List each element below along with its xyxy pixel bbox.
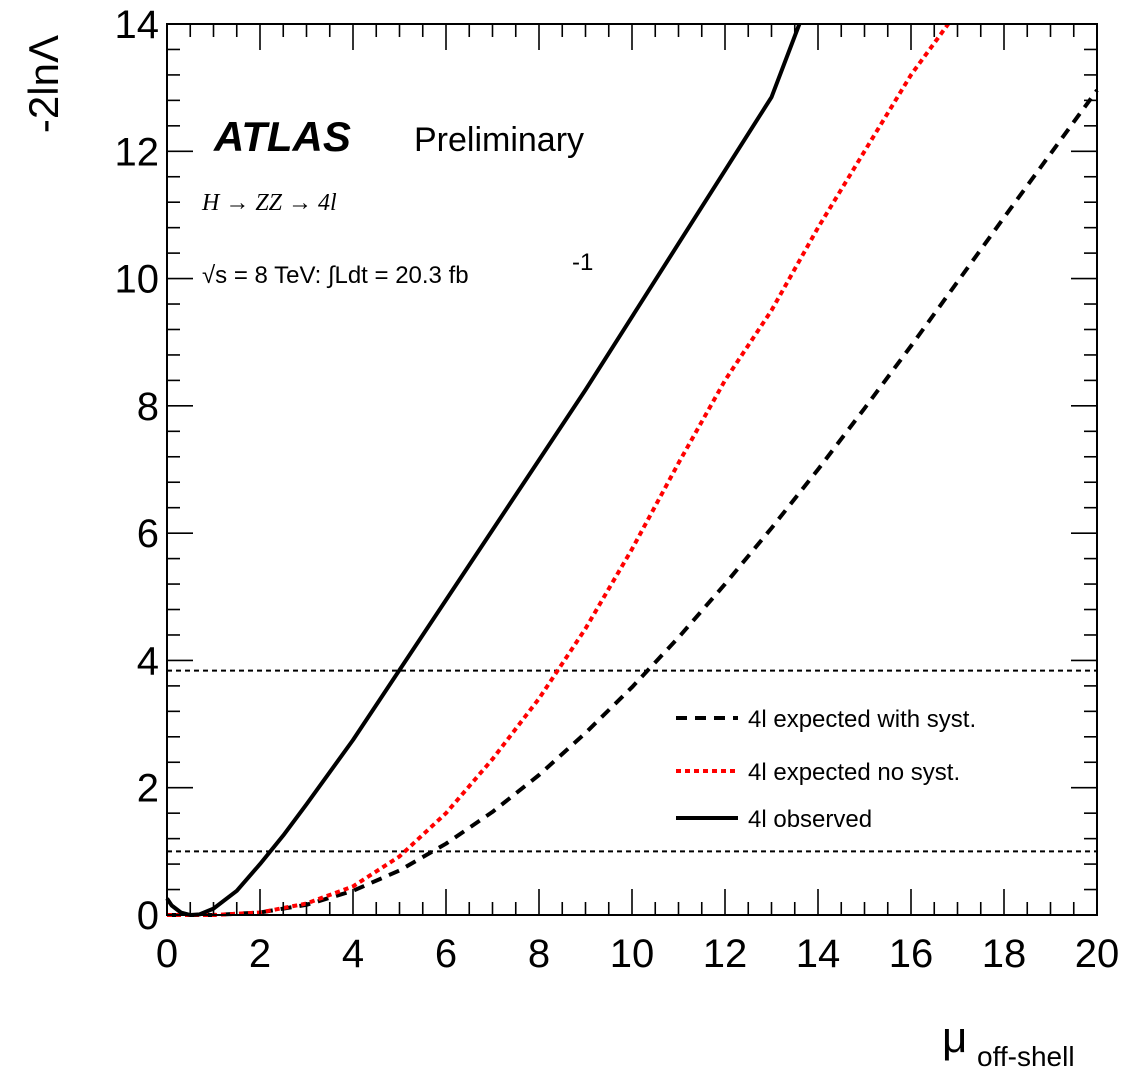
energy-exponent: -1 xyxy=(572,249,593,276)
legend: 4l expected with syst. 4l expected no sy… xyxy=(676,706,976,833)
y-tick-label: 10 xyxy=(115,258,160,302)
y-axis-title: -2lnΛ xyxy=(20,35,67,133)
y-tick-label: 6 xyxy=(137,512,159,556)
y-tick-label: 2 xyxy=(137,767,159,811)
x-axis-title: μ xyxy=(942,1013,967,1062)
y-tick-label: 4 xyxy=(137,639,159,683)
x-tick-label: 20 xyxy=(1075,932,1120,976)
x-tick-label: 16 xyxy=(889,932,934,976)
y-tick-label: 12 xyxy=(115,130,160,174)
x-tick-label: 10 xyxy=(610,932,655,976)
x-tick-label: 4 xyxy=(342,932,364,976)
process-annotation: H → ZZ → 4l xyxy=(201,190,337,216)
atlas-status-label: Preliminary xyxy=(414,121,584,159)
x-tick-label: 2 xyxy=(249,932,271,976)
x-tick-label: 12 xyxy=(703,932,748,976)
x-tick-label: 8 xyxy=(528,932,550,976)
legend-label-observed: 4l observed xyxy=(748,806,872,833)
reference-lines xyxy=(167,669,1097,853)
energy-annotation: √s = 8 TeV: ∫Ldt = 20.3 fb xyxy=(202,262,469,289)
x-tick-label: 18 xyxy=(982,932,1027,976)
legend-label-expected-syst: 4l expected with syst. xyxy=(748,706,976,733)
x-axis-title-subscript: off-shell xyxy=(977,1041,1075,1072)
y-tick-label: 14 xyxy=(115,3,160,47)
legend-label-expected-nosyst: 4l expected no syst. xyxy=(748,759,960,786)
x-tick-label: 0 xyxy=(156,932,178,976)
atlas-label: ATLAS xyxy=(213,113,351,160)
x-tick-label: 14 xyxy=(796,932,841,976)
axis-ticks xyxy=(166,23,1098,916)
axis-tick-labels: 0 2 4 6 8 10 12 14 16 18 20 0 2 4 6 8 10 12 14 xyxy=(115,3,1120,976)
x-tick-label: 6 xyxy=(435,932,457,976)
y-tick-label: 0 xyxy=(137,894,159,938)
y-tick-label: 8 xyxy=(137,385,159,429)
